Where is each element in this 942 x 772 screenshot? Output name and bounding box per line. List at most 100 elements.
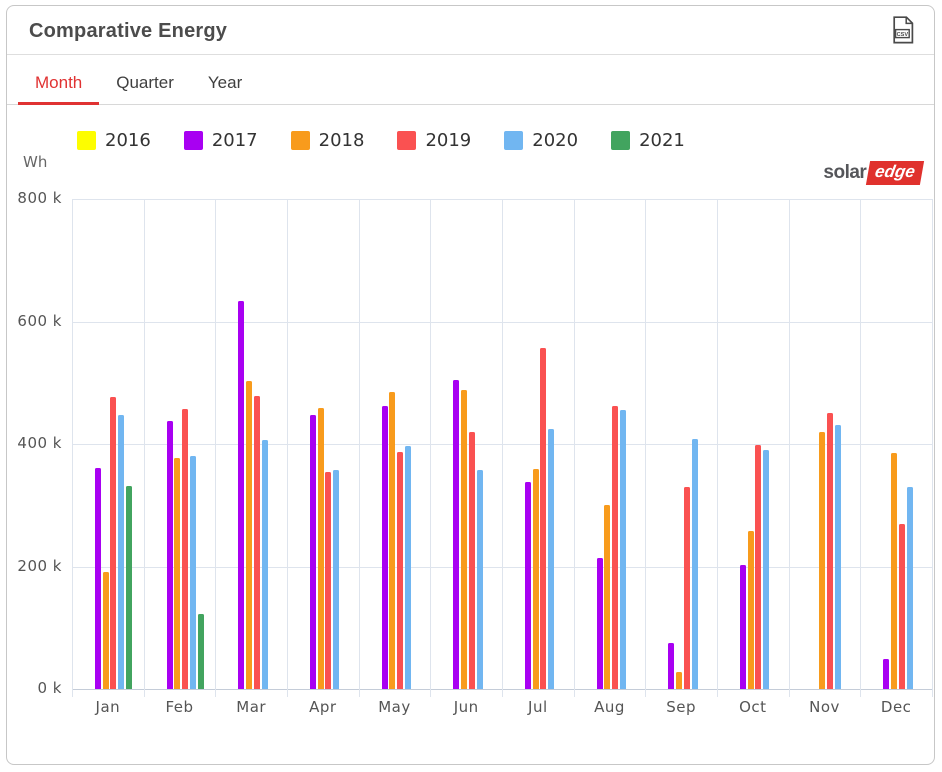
legend-item-2018[interactable]: 2018 <box>290 130 364 151</box>
legend-label-2016: 2016 <box>105 129 151 151</box>
bar-2019-oct[interactable] <box>755 445 762 689</box>
bar-2021-feb[interactable] <box>197 614 204 689</box>
bar-2017-sep[interactable] <box>668 643 675 689</box>
legend-item-2017[interactable]: 2017 <box>183 129 258 151</box>
bar-2020-jan[interactable] <box>118 415 125 689</box>
bar-2018-feb[interactable] <box>174 458 181 689</box>
legend-swatch-2016 <box>77 130 96 150</box>
x-tick-label: Dec <box>880 698 912 716</box>
bar-2020-may[interactable] <box>404 445 411 689</box>
bar-2018-nov[interactable] <box>819 431 826 690</box>
x-tick-label: May <box>378 698 411 716</box>
bar-2018-sep[interactable] <box>675 671 682 690</box>
bar-2020-jul[interactable] <box>548 428 555 689</box>
legend-swatch-2019 <box>397 130 417 150</box>
bar-2017-aug[interactable] <box>596 557 603 689</box>
bar-2019-jun[interactable] <box>468 431 475 690</box>
bar-2017-jun[interactable] <box>453 379 460 689</box>
x-gridline <box>932 199 933 697</box>
bar-2021-jan[interactable] <box>126 486 132 689</box>
legend-label-2021: 2021 <box>639 129 685 151</box>
widget-header: Comparative Energy CSV <box>7 6 934 55</box>
bar-2017-apr[interactable] <box>309 415 316 689</box>
x-gridline <box>502 199 503 697</box>
legend-item-2021[interactable]: 2021 <box>611 130 685 151</box>
x-tick-label: Jan <box>95 698 121 716</box>
export-csv-button[interactable]: CSV <box>889 14 916 49</box>
chart-plot: 800 k 600 k 400 k 200 k 0 k Jan Feb Mar Apr May Ju… <box>7 153 934 764</box>
bar-2019-apr[interactable] <box>325 472 332 689</box>
bar-2018-apr[interactable] <box>317 407 324 689</box>
bar-2019-mar[interactable] <box>253 396 260 689</box>
bar-2019-jan[interactable] <box>110 396 117 689</box>
x-gridline <box>788 199 790 697</box>
bar-2019-jul[interactable] <box>540 347 547 689</box>
y-tick-label: 400 k <box>17 434 62 452</box>
x-gridline <box>430 199 432 697</box>
bar-2020-nov[interactable] <box>834 425 841 689</box>
tab-month[interactable]: Month <box>18 61 100 105</box>
x-gridline <box>143 199 145 697</box>
bar-2019-feb[interactable] <box>182 409 189 689</box>
bar-2020-dec[interactable] <box>906 486 913 689</box>
bar-2020-aug[interactable] <box>619 409 626 689</box>
legend-item-2020[interactable]: 2020 <box>504 130 578 151</box>
bar-2018-jun[interactable] <box>460 390 467 689</box>
x-gridline <box>645 199 647 697</box>
y-tick-label: 0 k <box>37 679 62 697</box>
svg-text:CSV: CSV <box>897 31 909 37</box>
bar-2017-oct[interactable] <box>739 565 746 689</box>
chart-legend: 2016 2017 2018 2019 2020 2021 <box>77 127 934 153</box>
bar-2017-may[interactable] <box>381 406 388 689</box>
x-gridline <box>72 199 73 697</box>
bar-2019-sep[interactable] <box>683 486 690 689</box>
bar-2020-feb[interactable] <box>189 456 196 690</box>
bar-2019-dec[interactable] <box>898 524 905 689</box>
bar-2017-jul[interactable] <box>524 482 531 689</box>
bar-2020-jun[interactable] <box>476 469 483 689</box>
bar-2019-may[interactable] <box>397 452 404 689</box>
comparative-energy-widget: Comparative Energy CSV Month Quarter Yea… <box>6 5 935 765</box>
x-tick-label: Sep <box>666 698 697 716</box>
x-tick-label: Mar <box>236 698 267 716</box>
csv-file-icon: CSV <box>893 15 914 43</box>
tab-quarter[interactable]: Quarter <box>116 73 174 92</box>
x-tick-label: Jun <box>453 698 479 716</box>
legend-swatch-2021 <box>611 130 631 150</box>
bar-2017-mar[interactable] <box>238 300 245 689</box>
legend-swatch-2018 <box>290 130 310 150</box>
bar-2017-dec[interactable] <box>883 659 890 689</box>
legend-item-2016[interactable]: 2016 <box>77 130 151 151</box>
y-axis-unit-label: Wh <box>23 153 48 171</box>
bar-2020-apr[interactable] <box>333 469 340 689</box>
legend-label-2017: 2017 <box>211 129 258 151</box>
x-gridline <box>717 199 718 697</box>
bar-2018-may[interactable] <box>389 391 396 689</box>
logo-text-solar: solar <box>823 162 867 183</box>
page-title: Comparative Energy <box>29 19 228 42</box>
bar-2017-jan[interactable] <box>94 467 101 689</box>
tab-year[interactable]: Year <box>207 73 243 92</box>
legend-item-2019[interactable]: 2019 <box>397 130 471 151</box>
bar-2018-jul[interactable] <box>532 469 539 689</box>
x-gridline <box>860 199 862 697</box>
x-tick-label: Jul <box>528 698 548 716</box>
bar-2019-aug[interactable] <box>612 406 619 689</box>
bar-2018-dec[interactable] <box>890 453 897 689</box>
bar-2017-feb[interactable] <box>166 420 173 689</box>
chart-area: Wh solar edge 800 k 600 k 400 k 200 k 0 k Jan… <box>7 153 934 764</box>
x-tick-label: Oct <box>739 698 767 716</box>
y-tick-label: 600 k <box>17 311 62 330</box>
bar-2020-sep[interactable] <box>691 439 698 689</box>
bar-2020-oct[interactable] <box>763 450 770 689</box>
bar-2018-oct[interactable] <box>747 531 754 689</box>
bar-2018-aug[interactable] <box>604 505 611 690</box>
bar-2018-mar[interactable] <box>245 380 252 689</box>
bar-2018-jan[interactable] <box>102 572 109 689</box>
legend-label-2020: 2020 <box>532 129 579 151</box>
x-gridline <box>215 199 217 697</box>
bar-2020-mar[interactable] <box>261 439 268 689</box>
x-tick-label: Apr <box>309 698 337 716</box>
bar-2019-nov[interactable] <box>827 412 834 689</box>
x-gridline <box>573 199 575 697</box>
